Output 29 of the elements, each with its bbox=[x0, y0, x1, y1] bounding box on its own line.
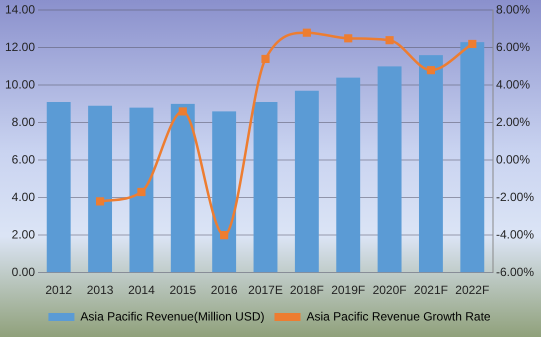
y-tick-label: 8.00 bbox=[12, 114, 36, 129]
y-tick-label: 2.00 bbox=[12, 227, 36, 242]
x-tick-label: 2020F bbox=[372, 283, 407, 298]
x-tick-label: 2017E bbox=[248, 283, 283, 298]
y2-tick-label: 6.00% bbox=[496, 40, 530, 54]
y2-tick-label: -6.00% bbox=[496, 264, 534, 279]
x-tick-label: 2021F bbox=[414, 283, 448, 298]
y-tick-label: 12.00 bbox=[5, 40, 36, 54]
x-tick-label: 2022F bbox=[455, 283, 490, 298]
y2-tick-label: 4.00% bbox=[496, 77, 530, 92]
y-tick-label: 14.00 bbox=[5, 2, 36, 17]
y2-tick-label: 8.00% bbox=[496, 2, 530, 17]
x-tick-label: 2019F bbox=[331, 283, 366, 298]
legend-label: Asia Pacific Revenue(Million USD) bbox=[80, 309, 264, 324]
y-tick-label: 4.00 bbox=[12, 190, 36, 204]
x-tick-label: 2018F bbox=[290, 283, 324, 298]
x-tick-label: 2015 bbox=[169, 283, 196, 298]
y-tick-label: 0.00 bbox=[12, 264, 36, 279]
x-tick-label: 2016 bbox=[210, 283, 238, 298]
y2-tick-label: -2.00% bbox=[496, 190, 534, 204]
y-tick-label: 10.00 bbox=[5, 77, 36, 92]
y2-tick-label: 2.00% bbox=[496, 114, 530, 129]
y2-tick-label: -4.00% bbox=[496, 227, 534, 242]
x-tick-label: 2012 bbox=[45, 283, 72, 298]
legend-label: Asia Pacific Revenue Growth Rate bbox=[306, 309, 491, 324]
y2-tick-label: 0.00% bbox=[496, 152, 530, 166]
y-tick-label: 6.00 bbox=[12, 152, 36, 166]
x-tick-label: 2013 bbox=[86, 283, 114, 298]
x-tick-label: 2014 bbox=[128, 283, 156, 298]
